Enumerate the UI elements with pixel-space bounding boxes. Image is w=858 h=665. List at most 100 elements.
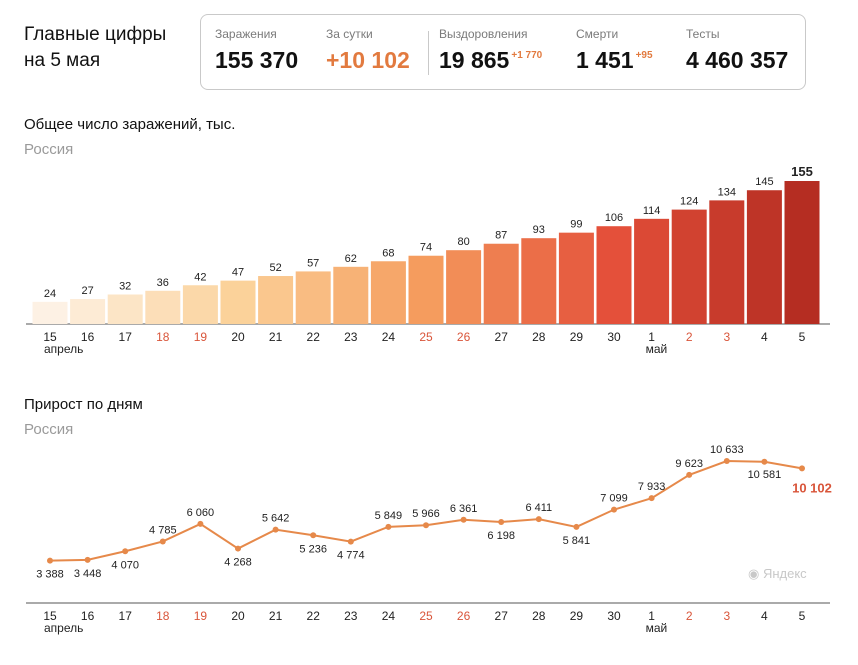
x-tick-label: 1 (648, 609, 655, 623)
x-tick-label: 24 (382, 609, 396, 623)
headline-line2: на 5 мая (24, 50, 101, 71)
stat-value: 19 865 (439, 47, 510, 73)
line-chart-title: Прирост по дням (24, 396, 143, 413)
x-tick-label: 29 (570, 330, 584, 344)
stat-label: Смерти (576, 27, 619, 41)
x-tick-label: 4 (761, 330, 768, 344)
headline: Главные цифры на 5 мая (24, 22, 166, 74)
point-value-label: 4 785 (149, 524, 177, 536)
bar (107, 294, 143, 324)
bar-value-label: 42 (194, 271, 206, 283)
x-tick-label: 21 (269, 609, 283, 623)
stats-divider (428, 31, 429, 75)
point-value-label: 5 642 (262, 513, 290, 525)
bar (333, 266, 369, 324)
bar-value-label: 68 (382, 247, 394, 259)
point-value-label: 6 361 (450, 503, 478, 515)
stat-label: За сутки (326, 27, 373, 41)
point-value-label: 7 933 (638, 481, 666, 493)
x-tick-label: 20 (231, 330, 245, 344)
bar (32, 301, 68, 324)
bar (145, 290, 181, 324)
bar (671, 209, 707, 324)
stat-label: Тесты (686, 27, 720, 41)
stat-tests: Тесты 4 460 357 (686, 27, 788, 74)
line-chart-subtitle: Россия (24, 421, 74, 438)
bar-value-label: 62 (345, 253, 357, 265)
point-value-label: 3 448 (74, 568, 102, 580)
point-value-label: 6 198 (487, 530, 515, 542)
stat-value: 155 370 (215, 47, 299, 73)
x-tick-label: 16 (81, 609, 95, 623)
stat-deaths: Смерти 1 451 +95 (576, 27, 653, 74)
bar (596, 226, 632, 324)
bar-value-label: 74 (420, 242, 432, 254)
point-value-label: 4 070 (111, 559, 139, 571)
x-tick-label: 30 (607, 330, 621, 344)
x-tick-label: 30 (607, 609, 621, 623)
yandex-watermark: ◉ Яндекс (748, 566, 807, 582)
bar-value-label: 106 (605, 212, 623, 224)
bar (521, 238, 557, 324)
bar-value-label: 80 (457, 236, 469, 248)
point-value-label: 10 102 (792, 480, 832, 495)
data-point (310, 532, 317, 539)
point-value-label: 5 236 (299, 543, 327, 555)
x-tick-label: 25 (419, 330, 433, 344)
x-tick-label: 5 (799, 330, 806, 344)
point-value-label: 10 633 (710, 444, 744, 456)
point-value-label: 5 849 (375, 510, 403, 522)
data-point (423, 522, 429, 529)
point-value-label: 6 411 (525, 502, 552, 514)
x-tick-label: 26 (457, 609, 471, 623)
x-tick-label: 3 (723, 609, 730, 623)
bar (784, 181, 820, 324)
x-tick-label: 5 (799, 609, 806, 623)
x-tick-label: 17 (119, 609, 133, 623)
x-tick-label: 23 (344, 330, 358, 344)
data-point (197, 520, 204, 527)
data-point (159, 538, 166, 545)
x-tick-label: 24 (382, 330, 396, 344)
point-value-label: 10 581 (748, 469, 782, 481)
point-value-label: 4 268 (224, 557, 252, 569)
bar (220, 280, 256, 324)
bar (446, 250, 482, 324)
data-point (84, 556, 91, 563)
data-point (122, 548, 129, 555)
stat-recoveries: Выздоровления 19 865 +1 770 (439, 27, 542, 74)
x-tick-label: 3 (723, 330, 730, 344)
bar-value-label: 145 (755, 176, 773, 188)
bar (709, 200, 745, 324)
bar-value-label: 52 (269, 262, 281, 274)
point-value-label: 9 623 (675, 458, 703, 470)
data-point (761, 458, 768, 465)
month-label: май (646, 621, 668, 635)
data-point (611, 506, 617, 513)
data-point (347, 538, 354, 545)
x-tick-label: 19 (194, 609, 208, 623)
bar-value-label: 87 (495, 230, 507, 242)
x-tick-label: 22 (307, 609, 321, 623)
x-tick-label: 27 (495, 609, 509, 623)
x-tick-label: 18 (156, 330, 170, 344)
x-tick-label: 1 (648, 330, 655, 344)
x-tick-label: 2 (686, 330, 693, 344)
bar-value-label: 93 (533, 224, 545, 236)
data-point (385, 523, 392, 530)
cumulative-bar-chart: 2415271632173618421947205221572262236824… (26, 164, 830, 356)
bar-value-label: 57 (307, 257, 319, 269)
bar-value-label: 47 (232, 267, 244, 279)
bar-chart-title: Общее число заражений, тыс. (24, 116, 236, 133)
x-tick-label: 16 (81, 330, 95, 344)
x-tick-label: 2 (686, 609, 693, 623)
x-tick-label: 26 (457, 330, 471, 344)
point-value-label: 6 060 (187, 507, 215, 519)
data-point (47, 557, 53, 564)
bar (746, 190, 782, 324)
point-value-label: 5 841 (563, 535, 591, 547)
data-point (235, 545, 241, 552)
x-tick-label: 28 (532, 609, 546, 623)
data-point (648, 495, 655, 502)
